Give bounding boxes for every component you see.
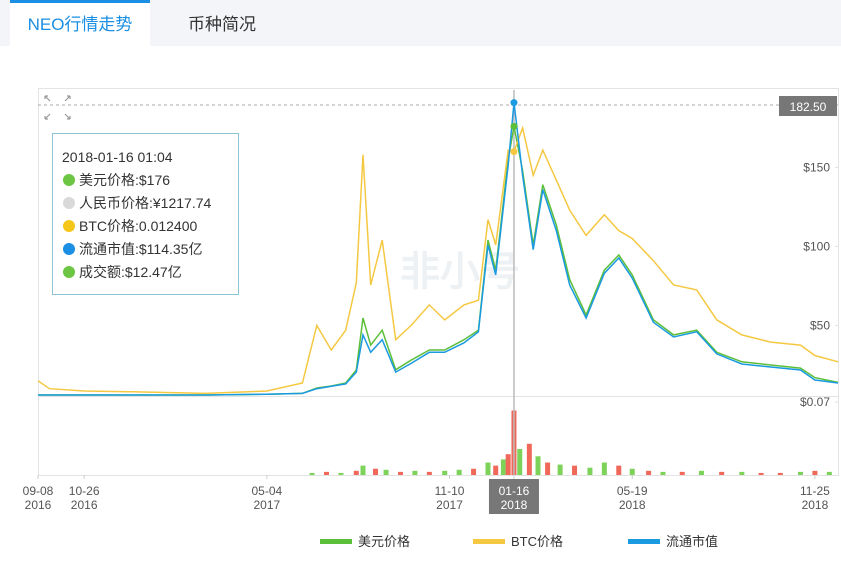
volume-bar	[646, 470, 652, 475]
x-tick-label: 10-26	[69, 484, 100, 498]
y-tick-label: $0.07	[800, 395, 830, 409]
volume-bar	[535, 456, 541, 475]
volume-bar	[629, 468, 635, 475]
tab[interactable]: 币种简况	[188, 15, 256, 34]
volume-bar	[572, 465, 578, 475]
y-tick-label: $50	[810, 318, 830, 332]
tooltip-item: 成交额:$12.47亿	[79, 264, 182, 280]
volume-bar	[398, 471, 403, 475]
volume-bar	[601, 462, 607, 475]
legend-swatch	[473, 539, 505, 544]
x-tick-label: 2016	[71, 498, 98, 512]
x-tick-label: 05-19	[617, 484, 648, 498]
x-tick-highlight	[488, 479, 539, 514]
tooltip-dot	[63, 174, 75, 186]
x-tick-label: 2017	[436, 498, 463, 512]
x-tick-label: 2018	[619, 498, 646, 512]
volume-bar	[383, 469, 389, 475]
tooltip-dot	[63, 220, 75, 232]
volume-bar	[587, 467, 593, 475]
volume-bar	[812, 470, 818, 475]
volume-bar	[758, 472, 764, 475]
volume-bar	[360, 465, 366, 475]
crosshair-label: 182.50	[790, 100, 827, 114]
tab[interactable]: NEO行情走势	[28, 15, 133, 34]
volume-bar	[500, 459, 506, 475]
series-line	[37, 125, 839, 395]
volume-bar	[557, 464, 563, 475]
tooltip-dot	[63, 197, 75, 209]
x-tick-label: 2018	[501, 498, 528, 512]
tooltip-item: 人民币价格:¥1217.74	[79, 195, 211, 211]
volume-bar	[426, 471, 432, 475]
volume-bar	[412, 470, 418, 475]
legend-swatch	[320, 539, 352, 544]
volume-bar	[309, 472, 315, 475]
crosshair-label-bg	[779, 96, 837, 116]
x-tick-label: 09-08	[23, 484, 54, 498]
y-tick-label: $150	[803, 160, 830, 174]
volume-bar	[517, 448, 523, 475]
volume-bar	[826, 471, 832, 475]
tooltip-time: 2018-01-16 01:04	[62, 149, 173, 165]
x-tick-label: 2016	[25, 498, 52, 512]
volume-bar	[698, 470, 704, 475]
series-line	[38, 102, 839, 396]
volume-bar	[493, 465, 499, 475]
volume-bar	[777, 472, 783, 475]
tooltip-item: 流通市值:$114.35亿	[79, 241, 202, 257]
legend-anchor	[310, 526, 342, 530]
volume-bar	[719, 471, 725, 475]
volume-bar	[338, 472, 344, 475]
volume-bar	[798, 471, 803, 475]
plot-frame	[38, 88, 839, 476]
volume-bar	[485, 462, 491, 475]
tab-active-bg	[10, 0, 150, 46]
expand-icon[interactable]	[44, 95, 71, 120]
x-tick-label: 11-10	[435, 484, 465, 498]
volume-bar	[679, 471, 685, 475]
tab-indicator	[10, 0, 150, 3]
x-tick-label: 2018	[802, 498, 829, 512]
legend-label: 流通市值	[666, 534, 718, 549]
volume-bar	[545, 462, 551, 475]
volume-bar	[471, 468, 477, 475]
volume-bar	[739, 471, 745, 475]
watermark: 非小号	[400, 250, 520, 294]
tooltip-dot	[63, 243, 75, 255]
volume-bar	[373, 468, 378, 475]
volume-bar	[442, 470, 448, 475]
hover-dot	[510, 122, 518, 130]
legend-label: 美元价格	[358, 534, 410, 549]
x-tick-label: 01-16	[499, 484, 530, 498]
x-tick-label: 2017	[253, 498, 280, 512]
volume-bar	[660, 471, 666, 475]
tooltip-box	[52, 133, 239, 295]
tooltip-item: BTC价格:0.012400	[79, 218, 197, 234]
volume-bar	[526, 443, 532, 475]
volume-bar	[323, 471, 329, 475]
legend-label: BTC价格	[511, 534, 563, 549]
volume-bar	[456, 469, 462, 475]
x-tick-label: 11-25	[800, 484, 830, 498]
hover-dot	[510, 148, 518, 156]
tooltip-item: 美元价格:$176	[79, 172, 170, 188]
legend-swatch	[628, 539, 660, 544]
volume-bar	[505, 454, 511, 475]
x-tick-label: 05-04	[251, 484, 282, 498]
volume-bar	[616, 465, 622, 475]
hover-dot	[510, 99, 518, 107]
tooltip-dot	[63, 266, 75, 278]
y-tick-label: $100	[803, 239, 830, 253]
volume-bar	[353, 470, 359, 475]
